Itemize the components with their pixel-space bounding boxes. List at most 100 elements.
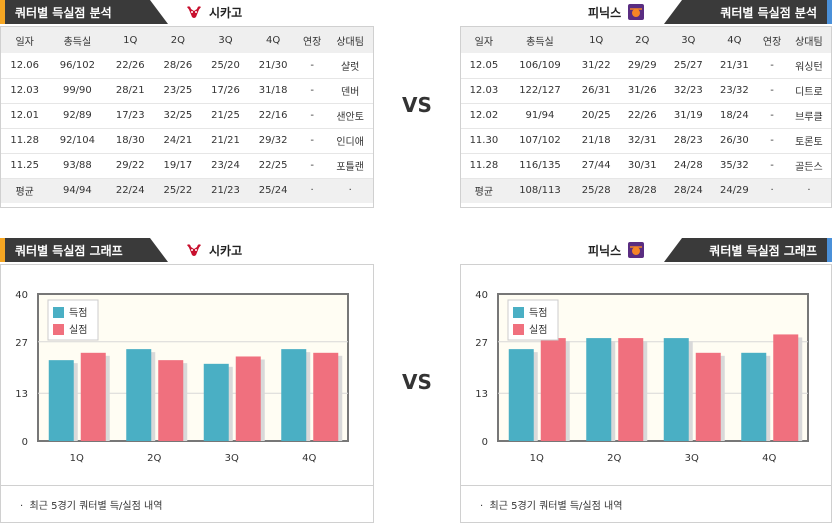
home-chart-bar-3Q-득점 — [203, 363, 229, 441]
average-cell: 28/28 — [619, 178, 666, 203]
away-chart-team-name: 피닉스 — [588, 243, 622, 258]
average-cell: 24/29 — [711, 178, 758, 203]
table-cell: 23/24 — [201, 153, 250, 179]
column-header: 일자 — [461, 27, 507, 53]
chicago-bulls-logo-icon — [185, 3, 203, 21]
table-row: 12.03 99/90 28/21 23/25 17/26 31/18- 덴버 — [1, 78, 373, 104]
table-cell: 17/26 — [201, 78, 250, 104]
column-header: 연장 — [296, 27, 328, 53]
average-cell: 평균 — [461, 178, 507, 203]
away-chart-accent-bar — [827, 238, 832, 262]
average-cell: 25/24 — [249, 178, 297, 203]
home-team-name: 시카고 — [209, 5, 243, 20]
table-row: 12.06 96/102 22/26 28/26 25/20 21/30- 샬럿 — [1, 53, 373, 79]
table-cell: 25/27 — [665, 53, 712, 79]
table-cell: - — [757, 128, 787, 154]
away-chart-title: 쿼터별 득실점 그래프 — [709, 243, 817, 258]
average-cell: · — [786, 178, 831, 203]
away-team-label: 피닉스 — [588, 0, 645, 24]
home-chart-x-tick-label: 1Q — [70, 453, 84, 464]
table-cell: 106/109 — [506, 53, 574, 79]
average-row: 평균 108/113 25/28 28/28 28/24 24/29 · · — [461, 178, 831, 203]
table-cell: 19/17 — [154, 153, 202, 179]
away-note-box — [460, 485, 832, 523]
column-header: 2Q — [154, 27, 202, 53]
table-row: 12.05 106/109 31/22 29/29 25/27 21/31- 워싱턴 — [461, 53, 831, 79]
away-chart-bar-4Q-실점 — [773, 334, 799, 441]
table-cell: 22/16 — [249, 103, 297, 129]
home-chart-bar-3Q-실점 — [235, 356, 261, 441]
column-header: 상대팀 — [327, 27, 373, 53]
table-cell: 35/32 — [711, 153, 758, 179]
home-chart-legend-swatch — [53, 307, 64, 318]
table-cell: - — [296, 153, 328, 179]
table-cell: 21/31 — [711, 53, 758, 79]
table-cell: - — [757, 78, 787, 104]
table-cell: 17/23 — [106, 103, 155, 129]
away-chart-bar-1Q-실점 — [540, 338, 566, 441]
table-cell: 31/26 — [619, 78, 666, 104]
average-cell: 25/28 — [573, 178, 620, 203]
column-header: 총득실 — [48, 27, 107, 53]
phoenix-suns-logo-icon — [627, 241, 645, 259]
table-cell: 샌안토 — [327, 103, 373, 129]
table-cell: - — [296, 103, 328, 129]
home-chart-x-tick-label: 3Q — [225, 453, 239, 464]
table-cell: 26/30 — [711, 128, 758, 154]
table-cell: 23/32 — [711, 78, 758, 104]
home-table-head-row: 일자 총득실 1Q 2Q 3Q 4Q 연장 상대팀 — [1, 27, 373, 53]
away-chart-bar-3Q-득점 — [663, 338, 689, 441]
home-chart-x-tick-label: 4Q — [302, 453, 316, 464]
away-table-header: 쿼터별 득실점 분석 — [664, 0, 832, 24]
table-row: 11.28 92/104 18/30 24/21 21/21 29/32- 인디애 — [1, 128, 373, 154]
home-team-label: 시카고 — [185, 0, 242, 24]
table-cell: 32/31 — [619, 128, 666, 154]
table-cell: 12.01 — [1, 103, 49, 129]
home-chart-bar-4Q-실점 — [313, 352, 339, 441]
home-note-text: 최근 5경기 쿼터별 득/실점 내역 — [29, 501, 163, 512]
home-chart-box — [0, 264, 374, 523]
column-header: 상대팀 — [786, 27, 831, 53]
table-cell: 91/94 — [506, 103, 574, 129]
away-chart-legend-swatch — [513, 307, 524, 318]
table-row: 11.30 107/102 21/18 32/31 28/23 26/30- 토론토 — [461, 128, 831, 154]
away-table-box — [460, 26, 832, 208]
average-cell: 21/23 — [201, 178, 250, 203]
table-cell: 116/135 — [506, 153, 574, 179]
table-cell: 28/23 — [665, 128, 712, 154]
table-cell: 92/89 — [48, 103, 107, 129]
table-cell: 11.28 — [461, 153, 507, 179]
table-cell: 107/102 — [506, 128, 574, 154]
away-chart-box — [460, 264, 832, 523]
home-table-panel: 쿼터별 득실점 분석 시카고 일자 총득실 1Q 2Q 3Q 4Q 연장 상대팀 12.06 9… — [0, 0, 374, 210]
table-cell: 31/22 — [573, 53, 620, 79]
table-cell: 22/25 — [249, 153, 297, 179]
away-chart-x-tick-label: 2Q — [607, 453, 621, 464]
table-cell: 12.03 — [1, 78, 49, 104]
home-chart-team-label: 시카고 — [185, 238, 242, 262]
away-stats-table: 일자 총득실 1Q 2Q 3Q 4Q 연장 상대팀 12.05 106/109 31/22 29/2… — [461, 27, 831, 203]
table-row: 12.03 122/127 26/31 31/26 32/23 23/32- 디트로 — [461, 78, 831, 104]
home-chart-legend-label: 득점 — [69, 307, 87, 319]
table-cell: 122/127 — [506, 78, 574, 104]
average-cell: 22/24 — [106, 178, 155, 203]
away-chart-y-tick-label: 13 — [475, 389, 488, 400]
table-row: 11.28 116/135 27/44 30/31 24/28 35/32- 골든스 — [461, 153, 831, 179]
average-cell: 94/94 — [48, 178, 107, 203]
column-header: 1Q — [106, 27, 155, 53]
away-chart-bar-3Q-실점 — [695, 352, 721, 441]
table-cell: 디트로 — [786, 78, 831, 104]
home-chart-bar-4Q-득점 — [281, 349, 307, 441]
column-header: 총득실 — [506, 27, 574, 53]
table-cell: 워싱턴 — [786, 53, 831, 79]
table-cell: 29/22 — [106, 153, 155, 179]
average-cell: 25/22 — [154, 178, 202, 203]
table-cell: 11.30 — [461, 128, 507, 154]
away-chart-x-tick-label: 4Q — [762, 453, 776, 464]
vs-label-bottom: VS — [402, 370, 432, 394]
home-chart-title: 쿼터별 득실점 그래프 — [15, 243, 123, 258]
table-cell: 포틀랜 — [327, 153, 373, 179]
table-cell: 25/20 — [201, 53, 250, 79]
